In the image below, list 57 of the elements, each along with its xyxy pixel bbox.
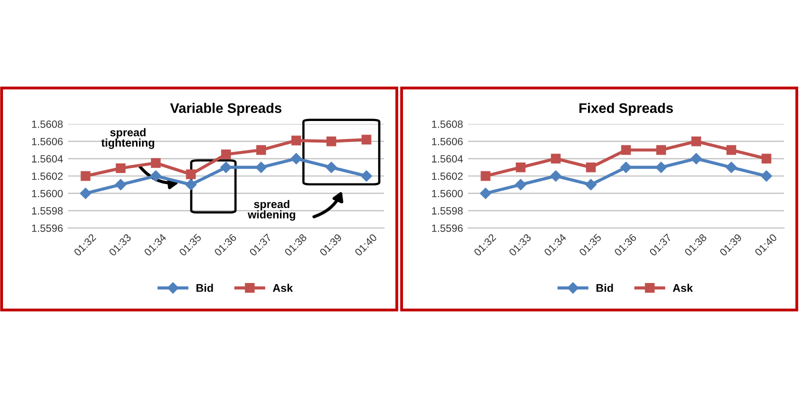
point xyxy=(221,149,231,160)
y-tick-label: 1.5600 xyxy=(432,190,463,198)
point xyxy=(585,179,596,190)
y-tick-label: 1.5598 xyxy=(432,207,463,215)
point xyxy=(326,162,337,173)
point xyxy=(656,162,667,173)
point xyxy=(621,145,631,155)
point xyxy=(690,153,702,164)
point xyxy=(760,170,772,182)
point xyxy=(220,162,232,173)
point xyxy=(691,136,702,146)
point xyxy=(515,179,526,190)
y-tick-label: 1.5602 xyxy=(32,172,63,180)
point xyxy=(480,171,490,181)
point xyxy=(80,171,90,181)
point xyxy=(726,162,737,173)
annotation: spread tightening xyxy=(101,128,154,149)
point xyxy=(516,162,526,172)
point xyxy=(762,154,772,164)
point xyxy=(726,145,736,155)
point xyxy=(291,136,302,146)
chart-title: Fixed Spreads xyxy=(579,102,673,116)
point xyxy=(620,162,632,173)
y-tick-label: 1.5608 xyxy=(432,120,463,128)
y-tick-label: 1.5606 xyxy=(432,138,463,146)
point xyxy=(360,170,372,182)
point xyxy=(115,179,126,190)
point xyxy=(185,179,196,190)
legend-label: Bid xyxy=(596,284,613,292)
point xyxy=(550,170,562,182)
y-tick-label: 1.5596 xyxy=(432,224,463,232)
y-tick-label: 1.5606 xyxy=(32,138,63,146)
y-tick-label: 1.5602 xyxy=(432,172,463,180)
point xyxy=(656,145,666,155)
point xyxy=(362,134,372,144)
point xyxy=(116,163,126,174)
point xyxy=(550,154,561,164)
point xyxy=(480,188,492,199)
y-tick-label: 1.5604 xyxy=(32,155,63,163)
point xyxy=(80,188,92,199)
y-tick-label: 1.5596 xyxy=(32,224,63,232)
point xyxy=(586,162,596,172)
point xyxy=(150,158,161,168)
annotation: spread widening xyxy=(248,200,296,221)
y-tick-label: 1.5600 xyxy=(32,190,63,198)
legend-label: Bid xyxy=(196,284,213,292)
legend-label: Ask xyxy=(272,284,293,292)
y-tick-label: 1.5598 xyxy=(32,207,63,215)
point xyxy=(326,136,336,146)
point xyxy=(256,145,266,155)
y-tick-label: 1.5608 xyxy=(32,120,63,128)
legend-label: Ask xyxy=(672,284,693,292)
chart-title: Variable Spreads xyxy=(170,102,282,116)
point xyxy=(186,169,196,180)
y-tick-label: 1.5604 xyxy=(432,155,463,163)
point xyxy=(256,162,267,173)
point xyxy=(290,153,302,164)
